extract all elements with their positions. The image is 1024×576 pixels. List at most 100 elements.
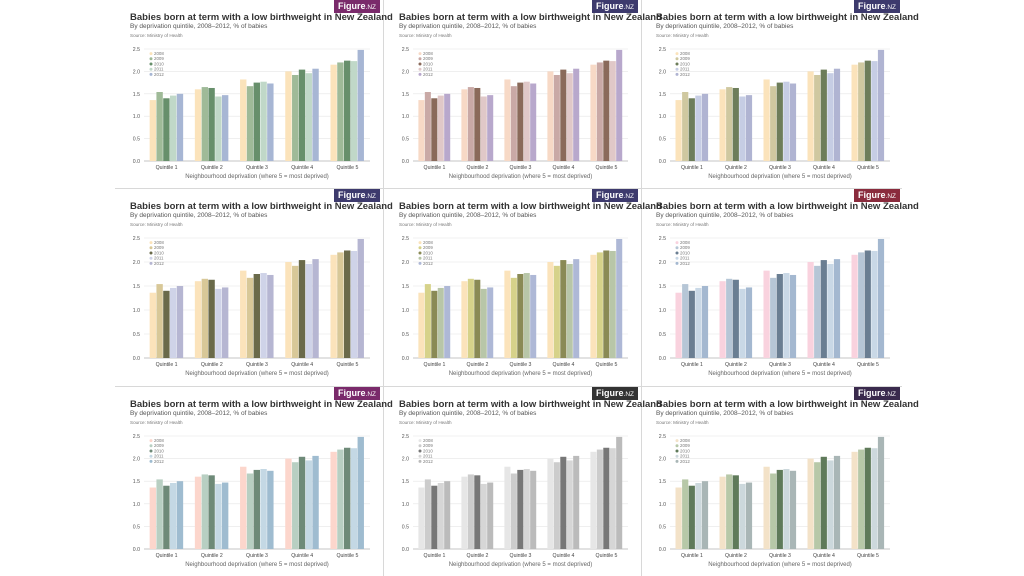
bar-2008-1 — [149, 292, 157, 358]
figure-nz-logo[interactable]: Figure.NZ — [334, 0, 380, 13]
bar-2011-1 — [695, 287, 702, 358]
figure-nz-logo[interactable]: Figure.NZ — [334, 189, 380, 202]
y-tick-label: 0.0 — [659, 159, 666, 165]
bar-2012-4 — [833, 455, 841, 549]
chart-source: Source: Ministry of Health — [656, 222, 709, 227]
chart-title: Babies born at term with a low birthweig… — [399, 399, 662, 410]
figure-nz-logo[interactable]: Figure.NZ — [592, 0, 638, 13]
chart-title: Babies born at term with a low birthweig… — [399, 201, 662, 212]
bar-2009-4 — [292, 265, 299, 358]
legend-swatch — [149, 67, 153, 71]
chart-panel: Babies born at term with a low birthweig… — [642, 387, 919, 576]
figure-nz-logo[interactable]: Figure.NZ — [854, 387, 900, 400]
bar-2008-2 — [719, 476, 726, 549]
bar-chart-svg: 0.0 0.5 1.0 1.5 2.0 2.5 Quintile 1 Quintile 2 Qu… — [133, 434, 370, 568]
chart-panel: Babies born at term with a low birthweig… — [116, 189, 393, 385]
legend-label: 2009 — [680, 245, 690, 250]
bar-chart-svg: 0.0 0.5 1.0 1.5 2.0 2.5 Quintile 1 Quintile 2 Qu… — [402, 236, 628, 377]
bar-2009-3 — [770, 277, 777, 358]
y-tick-label: 2.0 — [659, 457, 666, 463]
bar-2012-5 — [357, 436, 364, 549]
x-tick-label: Quintile 1 — [424, 165, 446, 171]
x-tick-label: Quintile 5 — [336, 553, 358, 559]
legend-swatch — [149, 241, 153, 245]
bar-2012-1 — [444, 93, 451, 161]
legend-swatch — [418, 459, 422, 463]
bar-2009-3 — [246, 473, 254, 549]
bar-2012-3 — [530, 470, 537, 549]
bar-2008-4 — [285, 458, 292, 549]
bar-2010-4 — [298, 69, 306, 161]
bar-2009-2 — [726, 87, 733, 161]
y-tick-label: 1.0 — [133, 114, 140, 120]
legend-swatch — [149, 251, 153, 255]
legend-label: 2008 — [423, 51, 433, 56]
bar-2011-2 — [480, 96, 487, 161]
bar-2011-1 — [437, 287, 444, 358]
divider-horizontal-2 — [115, 386, 902, 387]
bar-2009-4 — [814, 74, 821, 161]
bar-2009-2 — [201, 278, 209, 358]
y-tick-label: 2.0 — [133, 457, 140, 463]
legend-swatch — [675, 67, 679, 71]
figure-nz-logo[interactable]: Figure.NZ — [854, 0, 900, 13]
logo-suffix: .NZ — [885, 193, 896, 200]
x-axis-label: Neighbourhood deprivation (where 5 = mos… — [185, 562, 329, 568]
figure-nz-logo[interactable]: Figure.NZ — [334, 387, 380, 400]
y-tick-label: 0.5 — [659, 524, 666, 530]
bar-2010-2 — [474, 87, 481, 161]
bar-2010-2 — [208, 279, 215, 358]
figure-nz-logo[interactable]: Figure.NZ — [592, 387, 638, 400]
legend-label: 2012 — [680, 72, 690, 77]
x-axis-label: Neighbourhood deprivation (where 5 = mos… — [185, 174, 329, 180]
chart-source: Source: Ministry of Health — [656, 420, 709, 425]
figure-nz-logo[interactable]: Figure.NZ — [854, 189, 900, 202]
y-tick-label: 0.5 — [402, 524, 409, 530]
bar-2011-5 — [609, 448, 616, 549]
bar-2008-1 — [418, 100, 425, 161]
legend-swatch — [675, 459, 679, 463]
x-tick-label: Quintile 1 — [681, 165, 703, 171]
legend-swatch — [675, 62, 679, 66]
bar-2009-1 — [424, 284, 431, 358]
bar-2010-2 — [474, 279, 481, 358]
legend-swatch — [418, 57, 422, 61]
bar-2011-1 — [169, 483, 177, 549]
bar-2012-2 — [221, 482, 229, 549]
bar-2010-4 — [820, 260, 827, 358]
y-tick-label: 2.5 — [133, 47, 140, 53]
legend-label: 2010 — [423, 448, 433, 453]
legend-swatch — [149, 444, 153, 448]
legend-label: 2009 — [154, 56, 164, 61]
bar-2009-4 — [814, 462, 821, 549]
y-tick-label: 2.0 — [133, 260, 140, 266]
bar-2012-3 — [267, 83, 274, 161]
bar-2011-4 — [566, 263, 573, 358]
x-tick-label: Quintile 3 — [769, 362, 791, 368]
legend-label: 2010 — [680, 61, 690, 66]
bar-2008-1 — [675, 292, 682, 358]
x-tick-label: Quintile 3 — [510, 553, 532, 559]
figure-nz-logo[interactable]: Figure.NZ — [592, 189, 638, 202]
legend-swatch — [149, 52, 153, 56]
bar-2010-4 — [820, 456, 827, 549]
bar-2008-3 — [763, 79, 770, 161]
x-tick-label: Quintile 5 — [857, 165, 879, 171]
bar-2010-5 — [344, 447, 351, 549]
bar-2008-5 — [330, 64, 337, 161]
x-axis-label: Neighbourhood deprivation (where 5 = mos… — [185, 371, 329, 377]
x-tick-label: Quintile 5 — [336, 165, 358, 171]
bar-2011-2 — [480, 288, 487, 358]
x-tick-label: Quintile 2 — [725, 165, 747, 171]
bar-2008-4 — [547, 458, 554, 549]
bar-2009-3 — [510, 277, 517, 358]
bar-2009-5 — [858, 252, 865, 358]
bar-2009-2 — [467, 87, 474, 161]
legend-swatch — [149, 57, 153, 61]
legend-label: 2011 — [423, 454, 433, 459]
bar-2011-1 — [695, 483, 702, 549]
x-tick-label: Quintile 2 — [467, 362, 489, 368]
bar-2011-1 — [437, 95, 444, 161]
legend-swatch — [418, 246, 422, 250]
x-tick-label: Quintile 3 — [246, 362, 268, 368]
